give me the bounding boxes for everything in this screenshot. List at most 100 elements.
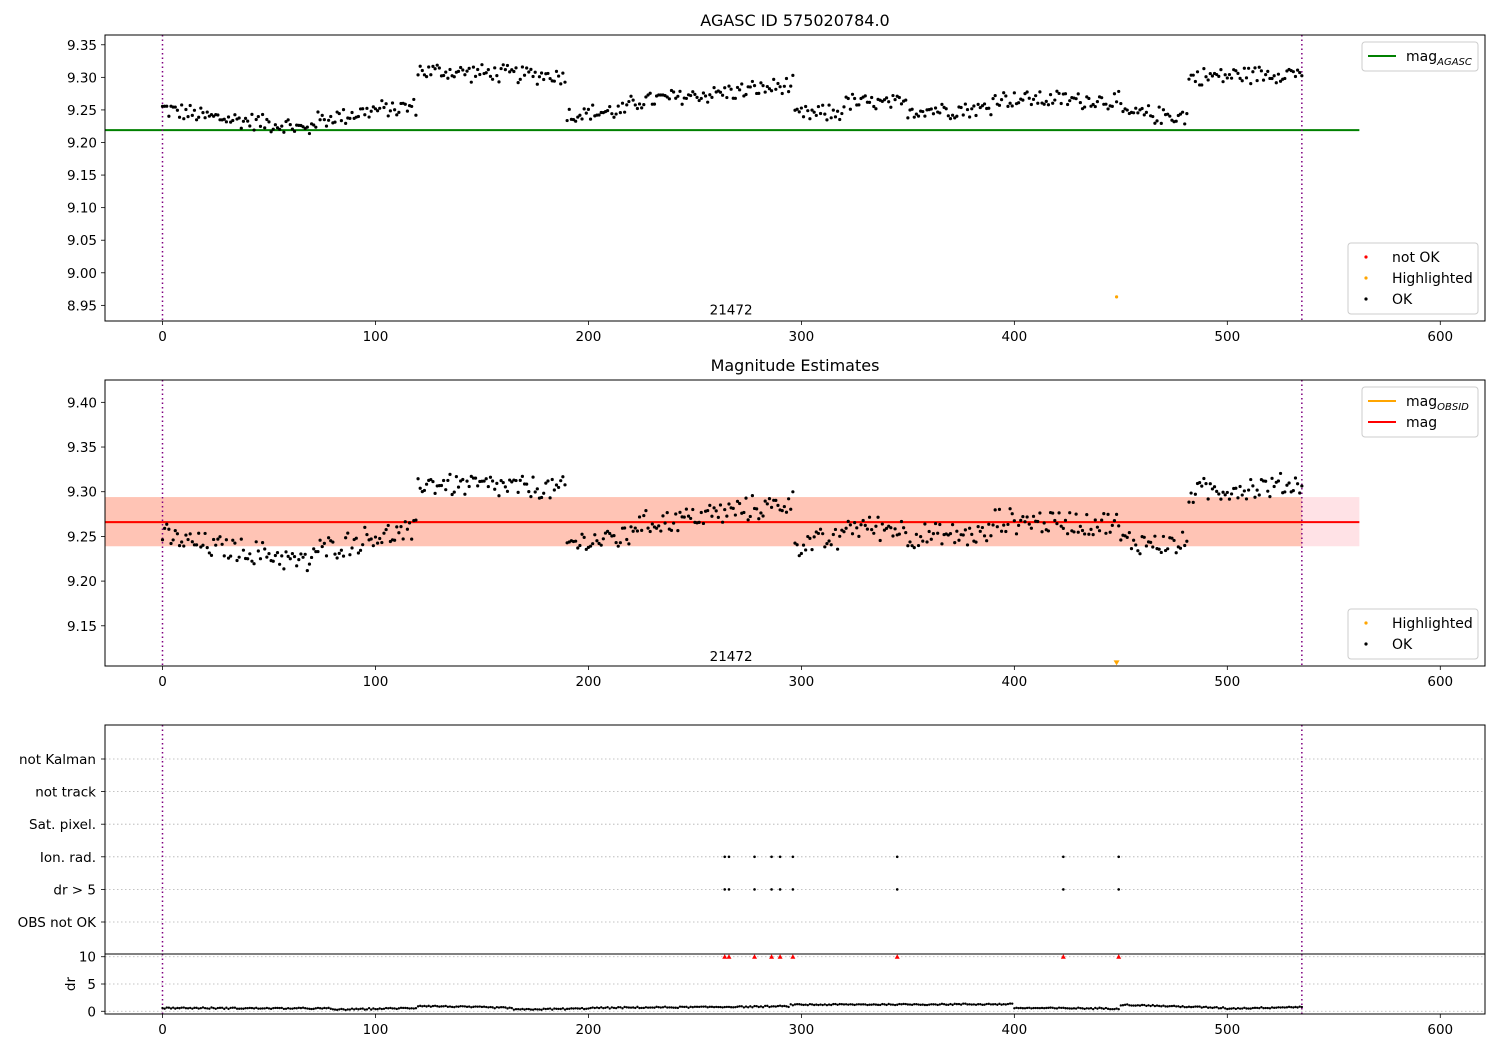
data-point: [1072, 530, 1076, 534]
data-point: [1192, 1005, 1195, 1009]
data-point: [339, 548, 343, 552]
data-point: [633, 103, 637, 107]
data-point: [614, 540, 618, 545]
data-point: [275, 551, 280, 555]
data-point: [874, 107, 878, 111]
legend-dot-swatch: [1364, 642, 1368, 646]
data-point: [214, 543, 218, 547]
data-point: [582, 107, 586, 111]
data-point: [1274, 81, 1278, 85]
data-point: [1059, 524, 1063, 528]
data-point: [229, 554, 233, 558]
data-point: [539, 71, 544, 75]
data-point: [348, 116, 352, 121]
data-point: [1215, 1005, 1218, 1009]
data-point: [433, 1004, 437, 1008]
data-point: [487, 1006, 490, 1009]
legend-dot-swatch: [1364, 297, 1368, 301]
chart-title: Magnitude Estimates: [711, 356, 880, 375]
data-point: [1108, 1007, 1112, 1011]
data-point: [725, 1005, 729, 1009]
data-point: [365, 106, 369, 110]
data-point: [693, 1005, 697, 1008]
data-point: [286, 1006, 290, 1010]
data-point: [278, 1006, 281, 1010]
data-point: [552, 488, 556, 492]
data-point: [861, 1003, 865, 1006]
data-point: [478, 1005, 482, 1008]
data-point: [678, 510, 682, 514]
data-point: [846, 519, 850, 523]
data-point: [205, 110, 209, 114]
data-point: [476, 484, 480, 488]
data-point: [1032, 1006, 1035, 1010]
data-point: [1185, 539, 1189, 543]
data-point: [403, 102, 407, 106]
data-point: [201, 543, 205, 547]
data-point: [465, 1005, 469, 1009]
data-point: [1151, 1003, 1154, 1007]
data-point: [292, 129, 297, 133]
data-point: [991, 523, 995, 527]
data-point: [258, 124, 263, 128]
data-point: [485, 1005, 488, 1009]
data-point: [461, 477, 465, 482]
data-point: [710, 514, 714, 518]
data-point: [224, 538, 228, 542]
data-point: [388, 539, 392, 544]
data-point: [271, 127, 275, 131]
data-point: [544, 481, 548, 485]
data-point: [629, 1006, 633, 1009]
data-point: [1162, 1004, 1165, 1007]
data-point: [1278, 79, 1283, 83]
data-point: [701, 521, 706, 526]
data-point: [1100, 96, 1104, 100]
data-point: [1229, 76, 1234, 80]
data-point: [712, 506, 716, 510]
data-point: [667, 97, 671, 101]
data-point: [891, 534, 895, 538]
data-point: [312, 547, 316, 551]
data-point: [369, 109, 373, 113]
y-tick-label: 0: [87, 1004, 96, 1020]
data-point: [201, 111, 205, 115]
data-point: [584, 547, 588, 551]
data-point: [318, 118, 322, 122]
data-point: [1174, 119, 1178, 123]
flag-marker: [727, 888, 731, 891]
data-point: [1234, 1007, 1238, 1011]
data-point: [1251, 1006, 1255, 1010]
data-point: [241, 119, 246, 123]
series-dr: [161, 1002, 1304, 1012]
legend-label: mag: [1406, 415, 1437, 431]
data-point: [1089, 104, 1093, 108]
data-point: [899, 102, 904, 106]
data-point: [376, 1008, 379, 1011]
data-point: [880, 522, 884, 526]
data-point: [1065, 532, 1070, 536]
data-point: [527, 1007, 530, 1011]
data-point: [1087, 96, 1091, 101]
data-point: [804, 1003, 807, 1006]
data-point: [533, 490, 537, 494]
data-point: [433, 67, 437, 71]
data-point: [307, 131, 312, 136]
data-point: [582, 535, 586, 539]
data-point: [484, 477, 488, 481]
data-point: [989, 1003, 993, 1006]
data-point: [531, 1008, 535, 1011]
data-point: [297, 558, 301, 562]
data-point: [378, 1007, 381, 1010]
data-point: [1138, 1004, 1142, 1007]
data-point: [540, 1008, 543, 1012]
data-point: [797, 554, 801, 558]
data-point: [1260, 1006, 1263, 1009]
data-point: [648, 1006, 652, 1009]
data-point: [959, 105, 963, 110]
data-point: [819, 1003, 822, 1006]
data-point: [876, 515, 880, 519]
data-point: [442, 478, 446, 483]
data-point: [686, 514, 691, 518]
data-point: [436, 1005, 439, 1008]
data-point: [814, 113, 818, 118]
